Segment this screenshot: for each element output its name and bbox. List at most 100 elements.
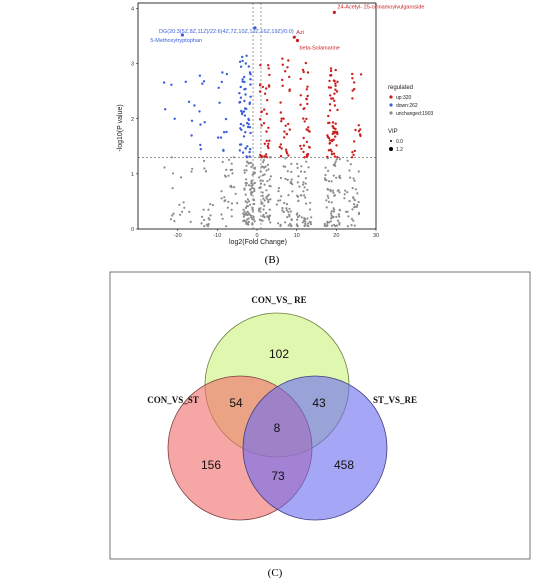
data-point-up	[302, 70, 305, 74]
region-con-vs-st-only: 156	[201, 458, 221, 472]
data-point-unchanged	[282, 210, 285, 214]
region-con-vs-re-and-st-vs-re: 43	[312, 396, 326, 410]
data-point-up	[307, 129, 310, 132]
data-point-unchanged	[296, 195, 300, 198]
data-point-unchanged	[207, 208, 210, 211]
data-point-unchanged	[245, 182, 248, 185]
data-point-up	[305, 117, 308, 121]
data-point-down	[220, 80, 223, 84]
data-point-unchanged	[301, 221, 304, 224]
data-point-unchanged	[338, 174, 341, 177]
data-point-unchanged	[249, 188, 252, 191]
data-point-down	[248, 150, 251, 154]
data-point-unchanged	[338, 215, 341, 218]
data-point-down	[162, 81, 166, 84]
data-point-unchanged	[173, 220, 176, 223]
data-point-unchanged	[296, 162, 299, 165]
data-point-unchanged	[253, 220, 256, 223]
data-point-unchanged	[279, 224, 282, 228]
data-point-up	[283, 136, 286, 139]
data-point-unchanged	[233, 186, 236, 189]
legend-entry-label: up:320	[396, 95, 412, 101]
x-tick-label: -20	[174, 233, 182, 239]
data-point-up	[330, 150, 333, 153]
data-point-unchanged	[288, 215, 291, 218]
data-point-unchanged	[243, 213, 246, 216]
data-point-unchanged	[335, 224, 338, 227]
data-point-unchanged	[289, 225, 293, 228]
data-point-up	[303, 156, 306, 159]
annotated-point	[332, 10, 336, 14]
data-point-up	[267, 67, 270, 70]
data-point-unchanged	[267, 200, 270, 203]
data-point-down	[198, 110, 201, 113]
data-point-unchanged	[252, 215, 255, 219]
data-point-up	[334, 68, 337, 72]
data-point-unchanged	[296, 212, 299, 215]
data-point-up	[265, 139, 268, 143]
data-point-up	[279, 155, 283, 158]
data-point-up	[281, 78, 284, 82]
data-point-unchanged	[223, 174, 227, 177]
data-point-up	[287, 122, 290, 126]
data-point-up	[260, 155, 263, 158]
data-point-unchanged	[280, 195, 283, 198]
data-point-unchanged	[279, 176, 282, 180]
data-point-unchanged	[346, 191, 349, 194]
data-point-unchanged	[221, 160, 224, 164]
data-point-unchanged	[301, 183, 305, 186]
data-point-down	[199, 148, 202, 151]
data-point-up	[283, 130, 286, 133]
data-point-down	[238, 101, 241, 104]
data-point-unchanged	[230, 162, 233, 165]
data-point-unchanged	[204, 170, 208, 173]
data-point-unchanged	[355, 205, 358, 208]
data-point-up	[288, 128, 291, 131]
data-point-unchanged	[253, 167, 256, 170]
data-point-unchanged	[338, 221, 341, 224]
data-point-unchanged	[230, 202, 234, 205]
data-point-unchanged	[303, 224, 306, 227]
data-point-unchanged	[250, 191, 253, 194]
data-point-unchanged	[253, 182, 256, 185]
data-point-up	[335, 144, 338, 147]
data-point-up	[305, 155, 308, 158]
data-point-unchanged	[169, 218, 173, 221]
data-point-unchanged	[263, 199, 266, 202]
data-point-down	[193, 104, 196, 107]
data-point-up	[264, 153, 268, 156]
data-point-down	[241, 80, 244, 83]
data-point-up	[330, 153, 334, 156]
data-point-unchanged	[357, 212, 361, 216]
data-point-unchanged	[205, 223, 208, 226]
data-point-down	[199, 123, 202, 126]
data-point-up	[306, 71, 310, 74]
data-point-down	[244, 87, 247, 91]
data-point-up	[330, 97, 333, 100]
data-point-up	[268, 73, 271, 77]
region-all-three: 8	[274, 421, 281, 435]
data-point-unchanged	[302, 190, 305, 193]
data-point-up	[352, 153, 355, 157]
data-point-unchanged	[265, 212, 268, 215]
data-point-up	[259, 63, 262, 67]
data-point-unchanged	[250, 217, 254, 220]
data-point-unchanged	[284, 157, 287, 160]
data-point-unchanged	[357, 200, 360, 204]
data-point-unchanged	[259, 170, 262, 173]
data-point-unchanged	[207, 217, 210, 220]
data-point-up	[331, 121, 335, 124]
data-point-up	[279, 111, 282, 114]
data-point-down	[243, 107, 247, 110]
data-point-down	[238, 92, 241, 95]
data-point-down	[249, 148, 252, 151]
data-point-unchanged	[304, 222, 307, 225]
data-point-down	[243, 114, 247, 117]
data-point-down	[249, 83, 252, 86]
data-point-up	[351, 89, 354, 92]
data-point-up	[263, 155, 266, 158]
data-point-unchanged	[244, 212, 247, 215]
data-point-unchanged	[220, 213, 223, 216]
data-point-up	[303, 120, 306, 123]
data-point-unchanged	[296, 225, 299, 228]
